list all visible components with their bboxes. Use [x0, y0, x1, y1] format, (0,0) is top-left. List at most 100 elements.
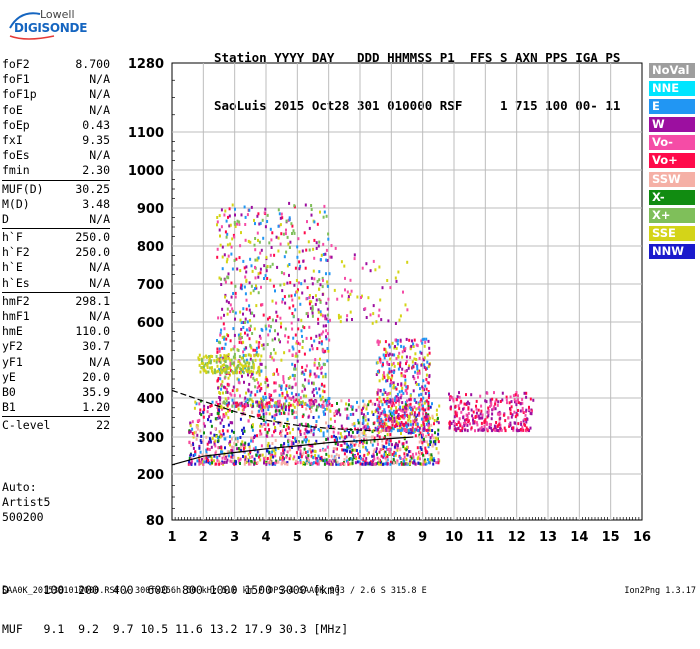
echo-point — [364, 446, 367, 450]
echo-point — [245, 346, 248, 350]
echo-point — [409, 450, 412, 453]
echo-point — [260, 422, 263, 426]
echo-point — [372, 454, 375, 458]
echo-point — [377, 314, 380, 318]
echo-point — [349, 292, 352, 296]
echo-point — [420, 417, 423, 421]
echo-point — [282, 449, 285, 453]
echo-point — [198, 358, 201, 362]
echo-point — [385, 350, 388, 354]
echo-point — [389, 462, 392, 466]
echo-point — [513, 421, 516, 425]
echo-point — [256, 258, 259, 262]
param-row: foEs N/A — [2, 148, 110, 163]
echo-point — [226, 243, 229, 247]
echo-point — [240, 327, 243, 331]
echo-point — [311, 381, 313, 385]
echo-point — [388, 447, 391, 451]
echo-point — [191, 427, 194, 431]
echo-point — [339, 413, 342, 417]
echo-point — [376, 370, 379, 374]
echo-point — [404, 369, 407, 373]
echo-point — [294, 382, 297, 386]
echo-point — [315, 246, 318, 250]
echo-point — [402, 290, 404, 294]
echo-point — [336, 460, 339, 464]
echo-point — [260, 327, 263, 331]
echo-point — [333, 434, 336, 438]
echo-point — [409, 423, 412, 427]
echo-point — [310, 213, 313, 217]
echo-point — [394, 453, 397, 457]
echo-point — [428, 394, 431, 397]
echo-point — [517, 394, 519, 398]
echo-point — [196, 433, 199, 437]
echo-point — [288, 402, 291, 405]
echo-point — [221, 267, 224, 271]
param-label: h`F2 — [2, 245, 30, 260]
echo-point — [274, 381, 277, 385]
echo-point — [379, 448, 382, 452]
echo-point — [346, 416, 349, 420]
echo-point — [210, 424, 213, 428]
param-value: 22 — [96, 418, 110, 433]
echo-point — [432, 462, 435, 466]
echo-point — [426, 360, 429, 364]
echo-point — [401, 401, 404, 405]
echo-point — [409, 412, 412, 416]
echo-point — [226, 364, 229, 368]
echo-point — [200, 434, 203, 438]
echo-point — [354, 461, 357, 465]
echo-point — [282, 444, 285, 447]
echo-point — [323, 462, 326, 466]
echo-point — [388, 370, 391, 374]
echo-point — [385, 402, 388, 406]
echo-point — [268, 329, 271, 333]
echo-point — [248, 447, 251, 451]
echo-point — [412, 431, 415, 434]
echo-point — [233, 222, 236, 226]
echo-point — [326, 284, 329, 288]
echo-point — [522, 428, 525, 432]
echo-point — [277, 402, 280, 406]
echo-point — [300, 455, 303, 459]
echo-point — [313, 449, 316, 453]
echo-point — [480, 409, 483, 413]
echo-point — [321, 349, 324, 353]
echo-point — [311, 444, 314, 448]
echo-point — [359, 450, 361, 453]
echo-point — [327, 349, 330, 353]
echo-point — [279, 456, 282, 460]
echo-point — [300, 318, 303, 322]
echo-point — [526, 417, 529, 421]
echo-point — [490, 401, 493, 405]
echo-point — [245, 461, 248, 464]
echo-point — [315, 420, 318, 423]
echo-point — [318, 298, 321, 301]
echo-point — [244, 396, 247, 400]
echo-point — [303, 352, 306, 356]
echo-point — [295, 410, 298, 414]
echo-point — [210, 354, 212, 358]
echo-point — [221, 418, 224, 422]
echo-point — [373, 436, 376, 440]
echo-point — [409, 420, 412, 423]
echo-point — [307, 439, 310, 443]
echo-point — [258, 341, 261, 345]
echo-point — [379, 298, 382, 302]
echo-point — [385, 428, 388, 432]
legend-item-sse: SSE — [649, 225, 695, 241]
echo-point — [406, 385, 409, 389]
echo-point — [250, 264, 253, 268]
echo-point — [290, 222, 293, 226]
echo-point — [246, 370, 249, 373]
echo-point — [281, 462, 283, 466]
echo-point — [459, 422, 462, 426]
param-separator — [2, 179, 110, 181]
echo-point — [255, 286, 258, 290]
echo-point — [244, 320, 246, 324]
echo-point — [528, 408, 530, 412]
echo-point — [259, 389, 262, 393]
echo-point — [393, 461, 395, 465]
echo-point — [264, 324, 267, 328]
